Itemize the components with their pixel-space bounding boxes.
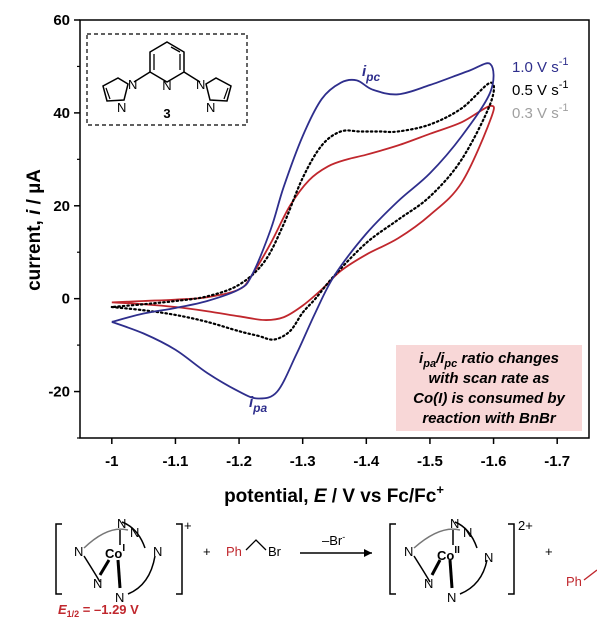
annotation-note: ipa/ipc ratio changes with scan rate as …: [396, 345, 582, 431]
complex1-metal: CoI: [105, 543, 125, 561]
reaction-scheme: + N N N N N N CoI E1/2 = –1.29 V + Ph Br…: [55, 516, 597, 618]
legend-entry-3: 0.3 V s-1: [512, 102, 568, 122]
complex2-metal: CoII: [437, 545, 460, 563]
x-axis-ticks: -1 -1.1 -1.2 -1.3 -1.4 -1.5 -1.6 -1.7: [105, 438, 570, 470]
series-layer: [110, 62, 496, 400]
svg-text:N: N: [404, 544, 413, 559]
pyrazole-left: [102, 77, 129, 102]
series-line-1: [111, 62, 495, 400]
annotation-line-1: ipa/ipc ratio changes: [419, 350, 559, 370]
bracket-left-1: [55, 523, 62, 595]
pyridine-n: N: [162, 78, 171, 93]
compound-label: 3: [163, 106, 170, 121]
svg-text:N: N: [450, 516, 459, 531]
annotation-line-3: Co(I) is consumed by: [413, 390, 565, 407]
reagent-bond: [245, 539, 267, 551]
x-tick-label: -1.5: [417, 453, 443, 470]
complex1-charge: +: [184, 518, 192, 533]
svg-text:N: N: [484, 550, 493, 565]
bracket-right-2: [508, 523, 515, 595]
x-axis-title: potential, E / V vs Fc/Fc+: [224, 482, 444, 507]
svg-text:N: N: [115, 590, 124, 605]
x-tick-label: -1.2: [226, 453, 252, 470]
pyrazole-right: [205, 77, 232, 102]
pyrazole-left-n1: N: [128, 77, 137, 92]
y-tick-label: 20: [53, 198, 70, 215]
complex2-charge: 2+: [518, 518, 533, 533]
reagent-ph: Ph: [226, 544, 242, 559]
svg-text:N: N: [130, 525, 139, 540]
pyridine-ring: [149, 41, 185, 83]
annotation-background: [396, 345, 582, 431]
x-tick-label: -1.6: [481, 453, 507, 470]
x-tick-label: -1.4: [353, 453, 380, 470]
legend-entry-2: 0.5 V s-1: [512, 79, 568, 99]
svg-text:N: N: [424, 576, 433, 591]
product-bond: [583, 569, 597, 581]
plus-sign-1: +: [203, 544, 211, 559]
plus-sign-2: +: [545, 544, 553, 559]
y-axis-ticks: -20 0 20 40 60: [48, 12, 80, 439]
x-tick-label: -1: [105, 453, 118, 470]
pyrazole-right-n2: N: [206, 100, 215, 115]
legend-entry-1: 1.0 V s-1: [512, 56, 568, 76]
x-tick-label: -1.7: [544, 453, 570, 470]
y-tick-label: 60: [53, 12, 70, 29]
ipa-label: ipa: [249, 394, 268, 415]
plot-frame: [79, 19, 590, 439]
x-tick-label: -1.1: [163, 453, 189, 470]
series-line-3: [111, 104, 495, 321]
svg-text:N: N: [463, 525, 472, 540]
series-line-2: [110, 81, 496, 341]
svg-text:N: N: [447, 590, 456, 605]
y-tick-label: 0: [62, 291, 70, 308]
svg-text:N: N: [153, 544, 162, 559]
pyrazole-left-n2: N: [117, 100, 126, 115]
bracket-right-1: [176, 523, 183, 595]
inset-molecule: N N N N N 3: [86, 33, 248, 126]
legend: 1.0 V s-1 0.5 V s-1 0.3 V s-1: [512, 56, 568, 122]
bracket-left-2: [389, 523, 396, 595]
inset-box: [86, 33, 248, 126]
reagent-br: Br: [268, 544, 282, 559]
y-tick-label: 40: [53, 105, 70, 122]
pyrazole-right-n1: N: [196, 77, 205, 92]
y-axis-title: current, i / µA: [24, 169, 45, 291]
svg-text:N: N: [93, 576, 102, 591]
arrow-label: –Br-: [322, 532, 345, 548]
svg-text:N: N: [117, 516, 126, 531]
product-ph: Ph: [566, 574, 582, 589]
annotation-line-2: with scan rate as: [429, 370, 550, 387]
y-tick-label: -20: [48, 384, 70, 401]
annotation-line-4: reaction with BnBr: [422, 410, 557, 427]
ipc-label: ipc: [362, 63, 381, 84]
svg-text:N: N: [74, 544, 83, 559]
x-tick-label: -1.3: [290, 453, 316, 470]
e-half-label: E1/2 = –1.29 V: [58, 602, 139, 618]
